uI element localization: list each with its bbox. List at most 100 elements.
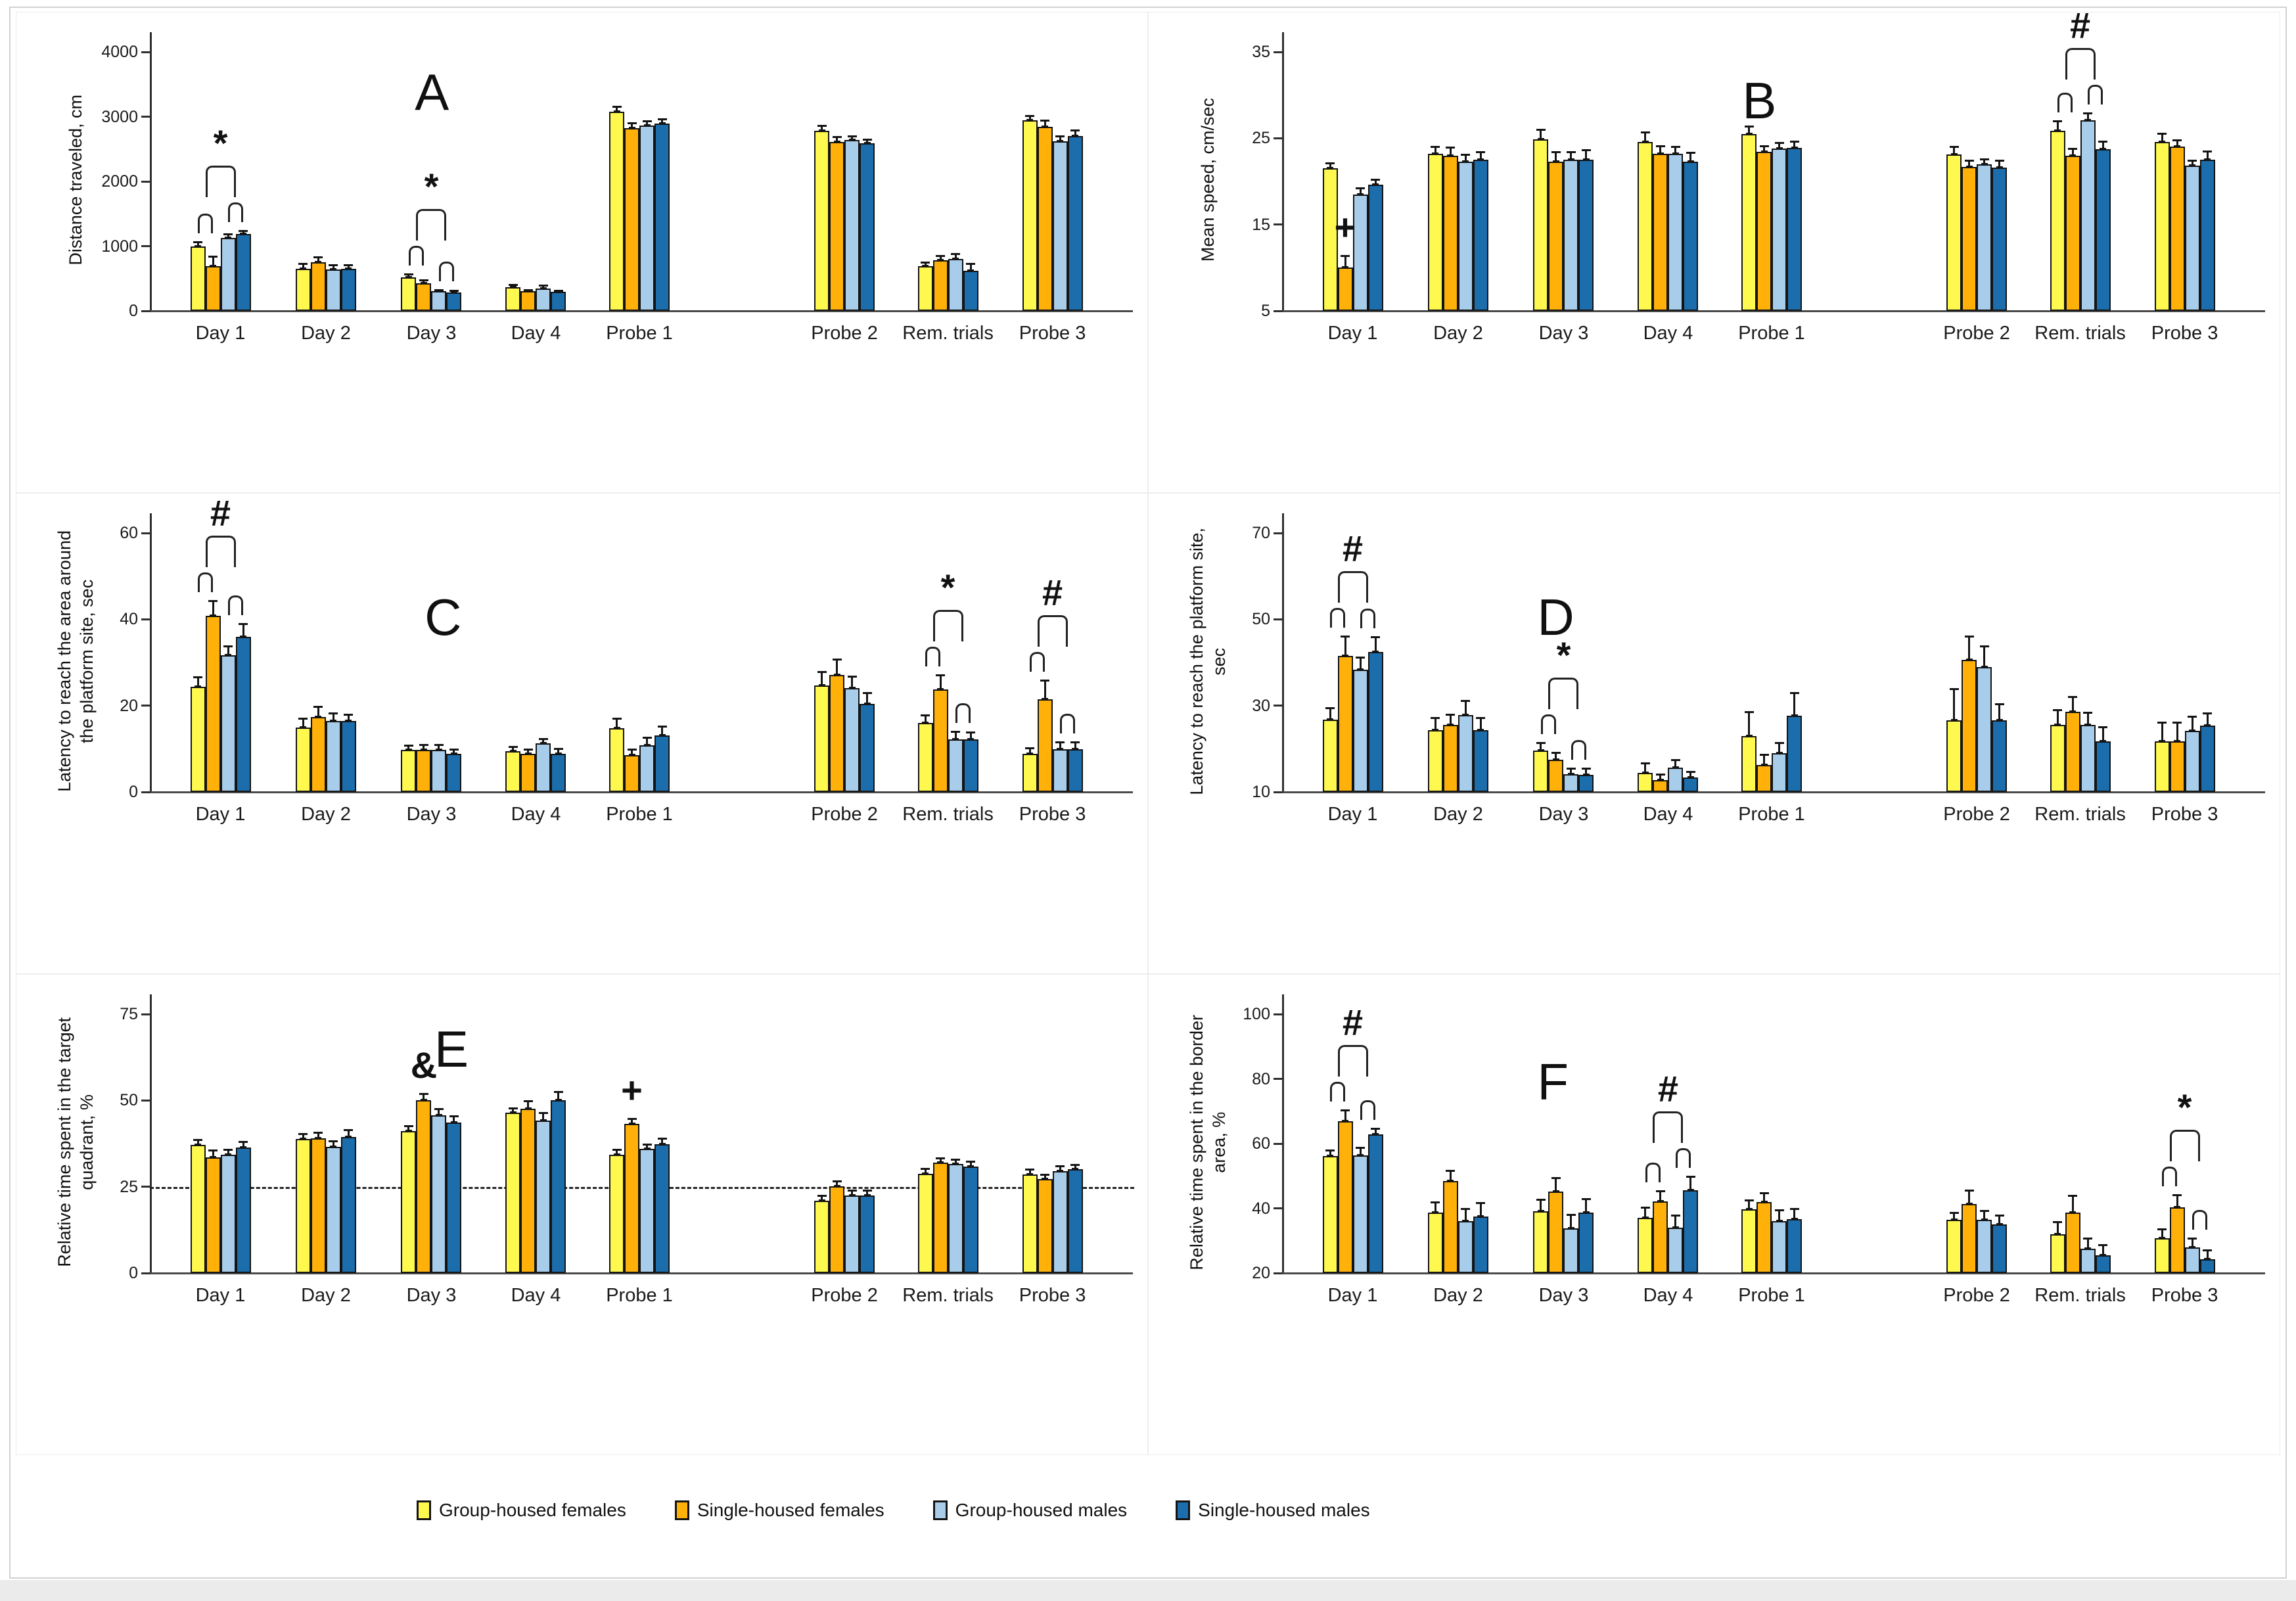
error-bar-cap [1949,1211,1959,1214]
error-bar-base-cap [1791,714,1798,717]
error-bar-cap [1581,149,1591,152]
bar-single-housed-females [624,128,639,311]
bar-single-housed-females [416,283,432,311]
error-bar-cap [627,749,637,751]
x-category-label: Probe 3 [1019,804,1086,825]
error-bar-base-cap [2174,145,2181,148]
error-bar-base-cap [922,1172,929,1174]
error-bar-base-cap [1462,714,1469,716]
bar-group-housed-females [505,287,521,311]
error-bar-cap [1979,645,1989,648]
error-bar [948,730,963,740]
error-bar-base-cap [540,1119,547,1121]
y-tick-label: 5 [1261,302,1270,320]
error-bar [221,1148,236,1156]
error-bar-line [302,718,304,728]
x-category-label: Day 2 [1433,323,1483,344]
significance-bracket-outer [2169,1130,2200,1162]
error-bar-cap [1994,160,2004,162]
error-bar-cap [2188,1238,2197,1240]
x-category-label: Day 3 [406,1285,457,1306]
error-bar-line [939,255,942,261]
y-tick-mark [1274,1078,1283,1080]
error-bar [505,283,520,288]
bar-group-housed-males [1052,749,1068,792]
bar-single-housed-females [520,291,536,311]
error-bar-cap [612,1148,622,1151]
error-bar-cap [553,289,563,292]
error-bar [1473,1201,1488,1217]
error-bar-base-cap [1042,126,1049,128]
error-bar-line [1074,741,1076,749]
error-bar [918,714,933,724]
error-bar-cap [208,1149,218,1152]
figure-frame: Distance traveled, cm 0 1000 2000 3000 4000 Da… [9,5,2287,1579]
error-bar-base-cap [2084,723,2092,726]
bar-single-housed-females [624,755,639,792]
error-bar-base-cap [967,737,975,740]
error-bar-line [1464,1208,1467,1221]
error-bar-cap [657,725,667,728]
error-bar-line [1644,1207,1647,1218]
error-bar-line [954,253,957,260]
error-bar-base-cap [1642,772,1649,774]
error-bar-line [2206,712,2209,726]
error-bar-cap [223,1148,233,1151]
bar-single-housed-males [446,292,462,311]
error-bar-cap [2083,1237,2093,1240]
error-bar-base-cap [2204,724,2211,726]
x-axis [149,1272,1133,1274]
plot-area: 0 20 40 60 Day 1 Day 2 Day 3 Day 4 Probe 1 Probe … [120,494,1133,825]
error-bar-base-cap [1657,779,1664,781]
error-bar-line [866,1190,869,1195]
bar-group-housed-females [1427,153,1443,311]
error-bar [296,718,311,728]
y-tick-label: 50 [120,1091,138,1110]
bar-single-housed-females [1337,267,1353,311]
error-bar-base-cap [210,1156,216,1159]
bar-group-housed-females [2050,130,2065,311]
x-category-label: Probe 1 [606,1285,673,1306]
error-bar [1772,141,1787,150]
y-tick-label: 1000 [101,237,138,256]
error-bar [1977,645,1992,668]
error-bar-line [1585,768,1588,775]
bar-single-housed-males [1473,1216,1488,1273]
error-bar-base-cap [937,259,944,262]
error-bar-line [542,1111,545,1121]
error-bar [551,1091,566,1101]
bar-group-probe-1 [609,35,670,311]
error-bar-base-cap [613,727,620,730]
error-bar-base-cap [1462,1219,1469,1222]
bar-single-housed-females [416,749,432,792]
error-bar-cap [936,1157,946,1160]
error-bar [1548,151,1563,162]
error-bar [1053,135,1068,142]
error-bar [1473,717,1488,731]
significance-symbol: & [410,1044,438,1086]
error-bar [2155,1228,2170,1239]
bar-group-probe-2 [1946,997,2008,1273]
error-bar-base-cap [1760,763,1768,766]
error-bar-base-cap [450,291,457,294]
error-bar-line [1479,1201,1482,1217]
error-bar-cap [1055,1165,1065,1168]
error-bar [844,1190,860,1196]
error-bar-cap [1341,1109,1350,1112]
y-axis [150,994,152,1273]
legend-item: Single-housed females [674,1500,884,1521]
error-bar-base-cap [240,232,246,235]
error-bar-cap [449,290,459,292]
error-bar-cap [538,1111,548,1114]
bar-single-housed-males [235,1148,251,1273]
error-bar [933,674,948,691]
error-bar-cap [936,674,946,676]
error-bar-line [1434,717,1436,731]
y-tick-mark [141,1186,150,1188]
bar-single-housed-females [1337,655,1353,792]
error-bar-base-cap [818,1199,825,1201]
bar-single-housed-males [1992,168,2008,311]
legend-label: Group-housed females [439,1500,626,1520]
bar-group-housed-females [1322,719,1338,792]
significance-bracket-pair-right [1360,608,1375,628]
